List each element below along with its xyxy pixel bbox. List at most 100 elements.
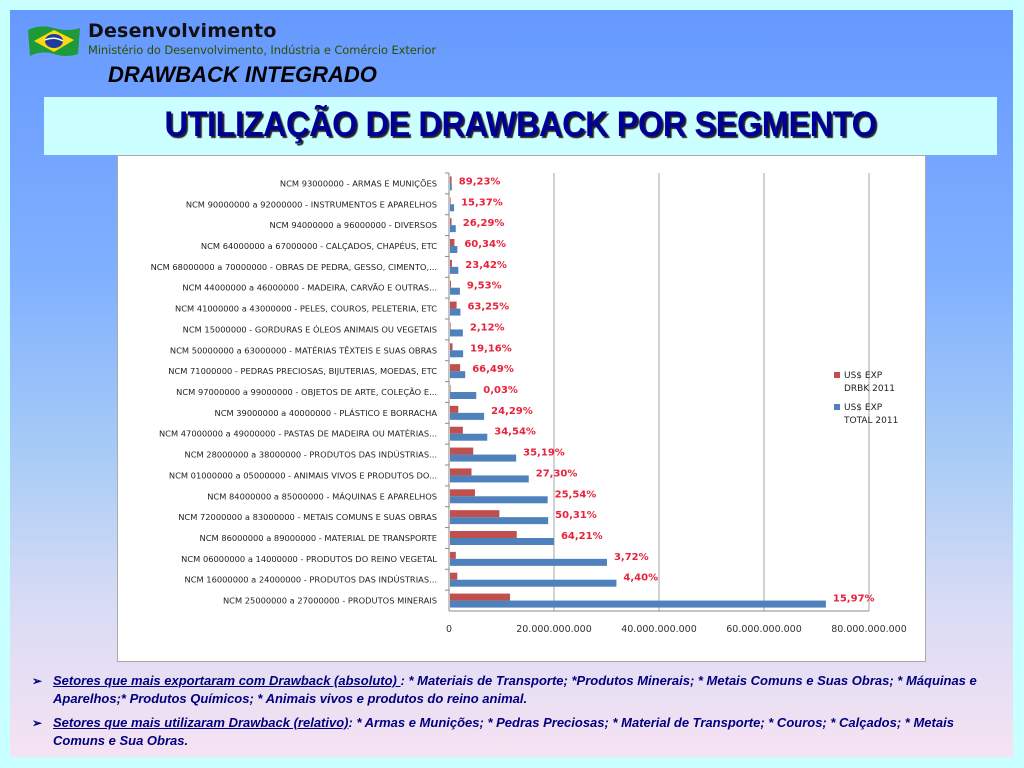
x-tick-label: 80.000.000.000 <box>831 624 907 635</box>
percent-label: 89,23% <box>459 176 501 187</box>
category-label: NCM 28000000 a 38000000 - PRODUTOS DAS I… <box>185 449 437 460</box>
category-label: NCM 68000000 a 70000000 - OBRAS DE PEDRA… <box>151 262 437 272</box>
percent-label: 35,19% <box>523 448 565 459</box>
category-label: NCM 97000000 a 99000000 - OBJETOS DE ART… <box>176 387 437 397</box>
category-label: NCM 44000000 a 46000000 - MADEIRA, CARVÃ… <box>182 283 437 293</box>
category-label: NCM 15000000 - GORDURAS E ÓLEOS ANIMAIS … <box>183 323 437 334</box>
chart-canvas: 0 20.000.000.000 40.000.000.000 60.000.000.… <box>151 172 907 635</box>
bullet-heading: Setores que mais utilizaram Drawback (re… <box>53 715 349 730</box>
bar-drbk <box>450 343 453 351</box>
bar-total <box>450 246 458 253</box>
category-label: NCM 90000000 a 92000000 - INSTRUMENTOS E… <box>186 199 437 209</box>
bullet-text: : * Materiais de Transporte; *Produtos M… <box>53 673 977 706</box>
bar-total <box>450 454 517 462</box>
percent-label: 15,97% <box>833 594 875 605</box>
bar-total <box>450 517 549 525</box>
bar-total <box>450 558 607 566</box>
bar-total <box>450 392 477 399</box>
bar-total <box>450 350 464 358</box>
bullet-list: ➢ Setores que mais exportaram com Drawba… <box>32 672 1002 756</box>
percent-label: 4,40% <box>623 573 658 584</box>
bar-drbk <box>450 531 517 538</box>
bullet-relative: ➢ Setores que mais utilizaram Drawback (… <box>32 714 1002 750</box>
category-label: NCM 41000000 a 43000000 - PELES, COUROS,… <box>175 304 437 314</box>
legend-label: DRBK 2011 <box>844 384 895 394</box>
bar-drbk <box>450 447 474 455</box>
category-label: NCM 93000000 - ARMAS E MUNIÇÕES <box>280 177 437 188</box>
category-label: NCM 47000000 a 49000000 - PASTAS DE MADE… <box>159 428 437 439</box>
bar-drbk <box>450 426 463 434</box>
bullet-absolute: ➢ Setores que mais exportaram com Drawba… <box>32 672 1002 708</box>
bar-total <box>450 433 488 441</box>
bar-drbk <box>450 572 458 580</box>
arrow-bullet-icon: ➢ <box>32 716 43 730</box>
bar-total <box>450 412 485 420</box>
category-label: NCM 01000000 a 05000000 - ANIMAIS VIVOS … <box>169 470 437 480</box>
bar-total <box>450 579 617 587</box>
bullet-heading: Setores que mais exportaram com Drawback… <box>53 673 401 688</box>
percent-label: 34,54% <box>494 427 536 438</box>
bar-total <box>450 287 460 295</box>
brand-subtitle: Ministério do Desenvolvimento, Indústria… <box>88 43 437 57</box>
brazil-flag-icon <box>28 26 80 56</box>
bar-drbk <box>450 239 455 246</box>
category-label: NCM 16000000 a 24000000 - PRODUTOS DAS I… <box>185 574 437 585</box>
brand-title: Desenvolvimento <box>88 20 277 42</box>
bar-drbk <box>450 489 475 497</box>
bar-total <box>450 496 548 504</box>
bar-drbk <box>450 176 452 184</box>
percent-label: 64,21% <box>561 531 603 542</box>
bar-drbk <box>450 322 451 330</box>
bar-total <box>450 266 459 274</box>
bar-total <box>450 225 456 233</box>
percent-label: 63,25% <box>467 302 509 313</box>
bar-drbk <box>450 197 451 205</box>
bar-drbk <box>450 593 511 601</box>
legend-swatch <box>834 372 840 378</box>
arrow-bullet-icon: ➢ <box>32 674 43 688</box>
x-tick-label: 60.000.000.000 <box>726 624 802 635</box>
bar-drbk <box>450 218 452 226</box>
percent-label: 24,29% <box>491 406 533 417</box>
category-label: NCM 39000000 a 40000000 - PLÁSTICO E BOR… <box>214 407 437 418</box>
bar-drbk <box>450 259 452 267</box>
category-label: NCM 84000000 a 85000000 - MÁQUINAS E APA… <box>207 490 437 501</box>
percent-label: 3,72% <box>614 552 649 563</box>
category-label: NCM 25000000 a 27000000 - PRODUTOS MINER… <box>223 596 437 606</box>
percent-label: 19,16% <box>470 343 512 354</box>
bar-total <box>450 204 455 212</box>
legend-swatch <box>834 404 840 410</box>
category-label: NCM 06000000 a 14000000 - PRODUTOS DO RE… <box>181 554 437 564</box>
bar-total <box>450 329 463 337</box>
percent-label: 2,12% <box>470 322 505 333</box>
percent-label: 66,49% <box>472 364 514 375</box>
percent-label: 23,42% <box>465 260 507 271</box>
bar-total <box>450 308 461 316</box>
bar-total <box>450 600 826 608</box>
legend-label: TOTAL 2011 <box>843 416 898 426</box>
category-label: NCM 64000000 a 67000000 - CALÇADOS, CHAP… <box>201 240 437 251</box>
bar-drbk <box>450 468 472 476</box>
category-label: NCM 86000000 a 89000000 - MATERIAL DE TR… <box>200 533 437 543</box>
percent-label: 9,53% <box>467 281 502 292</box>
percent-label: 15,37% <box>461 197 503 208</box>
bar-drbk <box>450 280 451 288</box>
percent-label: 27,30% <box>536 468 578 479</box>
percent-label: 25,54% <box>555 489 597 500</box>
title-banner: UTILIZAÇÃO DE DRAWBACK POR SEGMENTO <box>44 97 997 155</box>
bar-drbk <box>450 364 461 372</box>
bar-chart: 0 20.000.000.000 40.000.000.000 60.000.000.… <box>117 155 926 662</box>
percent-label: 60,34% <box>464 239 506 250</box>
bar-drbk <box>450 510 500 518</box>
bullet-text: : * Armas e Munições; * Pedras Preciosas… <box>53 715 954 748</box>
bar-total <box>450 538 554 545</box>
percent-label: 26,29% <box>463 218 505 229</box>
program-name: DRAWBACK INTEGRADO <box>108 62 377 87</box>
slide-title: UTILIZAÇÃO DE DRAWBACK POR SEGMENTO <box>164 105 877 144</box>
category-label: NCM 72000000 a 83000000 - METAIS COMUNS … <box>178 512 437 522</box>
bar-drbk <box>450 551 456 559</box>
bar-drbk <box>450 405 459 413</box>
category-label: NCM 94000000 a 96000000 - DIVERSOS <box>270 220 437 230</box>
bar-total <box>450 371 466 379</box>
bar-total <box>450 183 452 191</box>
